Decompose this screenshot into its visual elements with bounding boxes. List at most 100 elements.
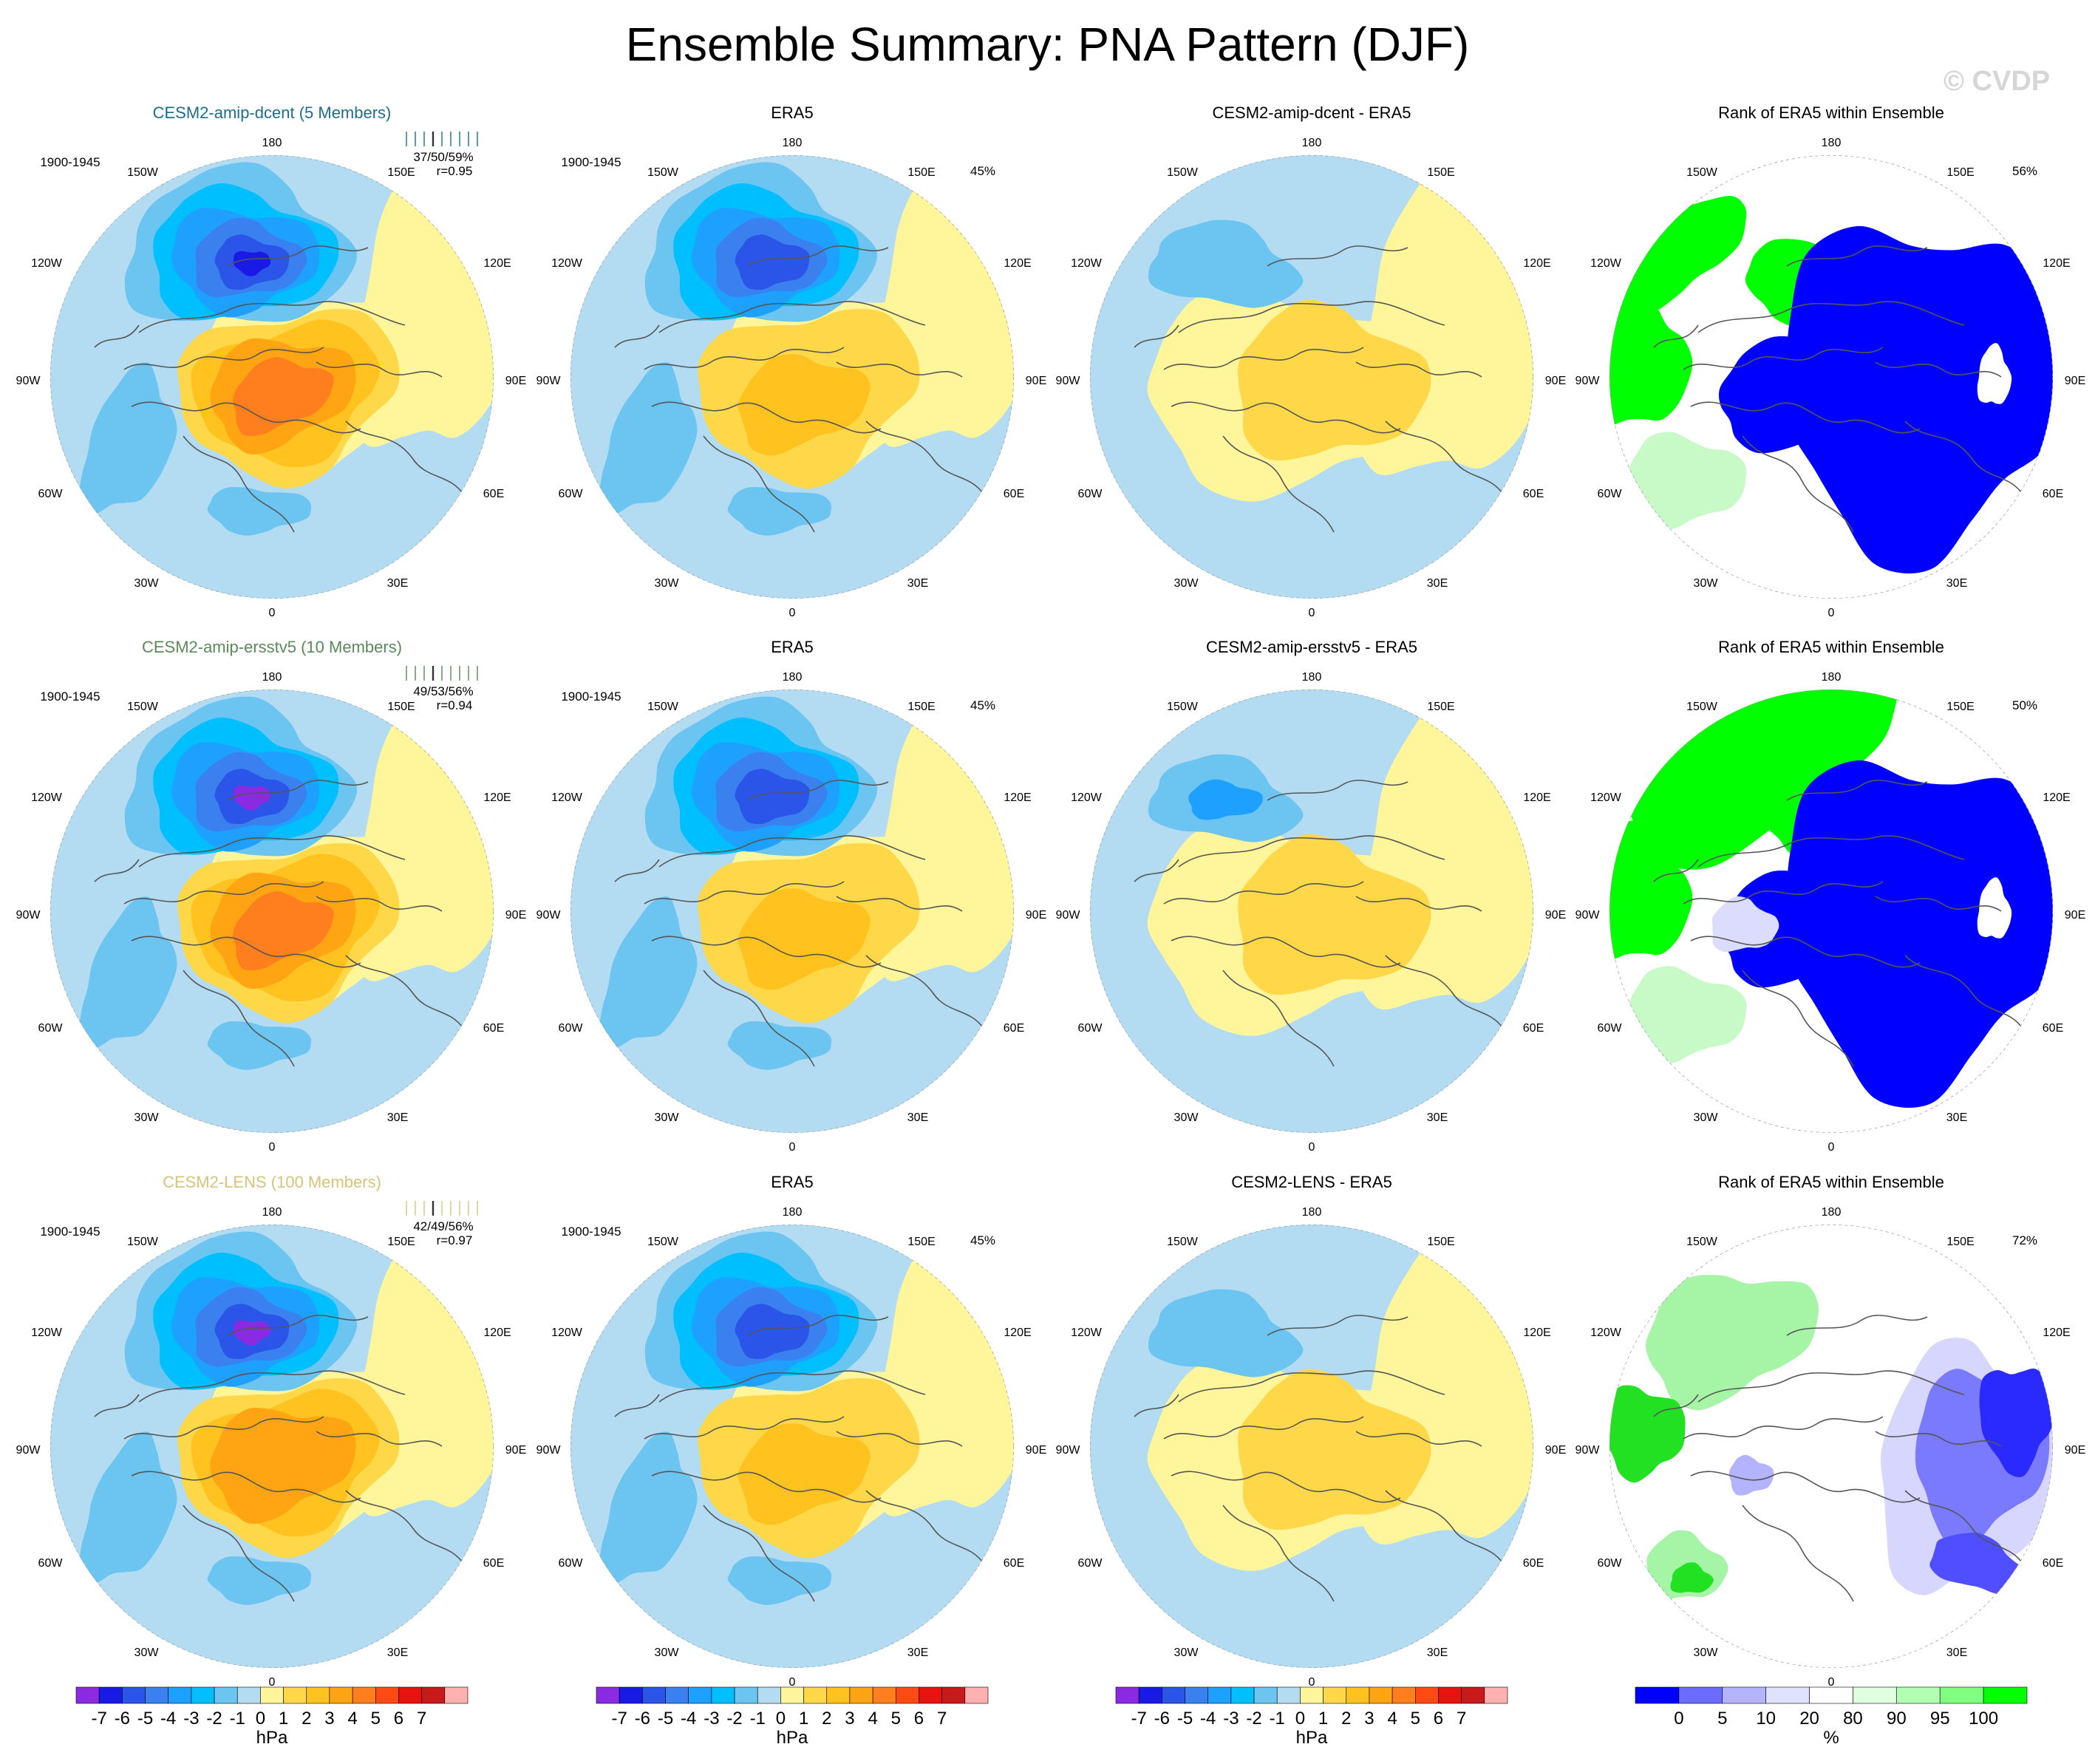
meridian-label: 150E [1946, 166, 1974, 179]
meridian-label: 120W [1071, 257, 1103, 270]
model-panel-title: CESM2-amip-ersstv5 (10 Members) [142, 638, 402, 656]
meridian-label: 0 [1309, 1676, 1315, 1689]
meridian-label: 60E [1523, 488, 1544, 500]
map-panel [50, 1225, 494, 1668]
colorbar-tick-label: -6 [115, 1709, 130, 1729]
coastline [1134, 324, 1179, 348]
colorbar-tick-label: -4 [681, 1709, 696, 1729]
difference-panel-title: CESM2-amip-ersstv5 - ERA5 [1206, 638, 1417, 656]
map-panel [1609, 155, 2053, 599]
colorbar-tick-label: 7 [1457, 1709, 1466, 1729]
meridian-label: 150W [647, 1236, 679, 1248]
meridian-label: 120W [1590, 1327, 1622, 1339]
coastline [227, 780, 369, 801]
rank-colorbar-tick-label: 80 [1843, 1709, 1863, 1729]
meridian-label: 90E [505, 375, 526, 387]
coastline [1385, 420, 1505, 496]
colorbar-swatch [1414, 1686, 1439, 1704]
contour-region [233, 785, 271, 811]
contour-region [735, 1304, 810, 1360]
meridian-label: 180 [262, 671, 282, 684]
colorbar-unit-label: hPa [256, 1728, 288, 1748]
coastline [1163, 881, 1364, 905]
coastline [1171, 936, 1401, 968]
meridian-label: 180 [783, 137, 803, 149]
coastline [1267, 780, 1408, 801]
coastline [1134, 1394, 1179, 1417]
coastline [644, 347, 845, 370]
colorbar-tick-label: -3 [1223, 1709, 1239, 1729]
coastline [1904, 1490, 2024, 1565]
coastline [1222, 435, 1335, 533]
colorbar-swatch [1438, 1686, 1462, 1704]
meridian-label: 60E [483, 1557, 504, 1570]
model-pattern-stats: 37/50/59% [413, 150, 473, 164]
coastline [1222, 1505, 1335, 1602]
colorbar-tick-label: -7 [92, 1709, 107, 1729]
coastline [345, 420, 465, 496]
colorbar-swatch [421, 1686, 446, 1704]
meridian-label: 120E [1523, 257, 1550, 270]
meridian-label: 150W [1686, 166, 1718, 179]
meridian-label: 60E [483, 1022, 504, 1035]
colorbar-tick-label: 0 [1295, 1709, 1305, 1729]
colorbar-swatch [1323, 1686, 1347, 1704]
coastline [183, 1505, 295, 1602]
contour-region [233, 251, 271, 276]
meridian-label: 0 [1309, 1141, 1315, 1154]
contour-region [1626, 432, 1747, 530]
coastline [1904, 955, 2024, 1030]
model-pattern-correlation: r=0.94 [437, 698, 473, 712]
colorbar-swatch [734, 1686, 758, 1704]
contour-region [233, 1320, 271, 1346]
meridian-label: 90W [16, 375, 41, 387]
colorbar-swatch [803, 1686, 828, 1704]
rank-colorbar-tick-label: 100 [1969, 1709, 1998, 1729]
meridian-label: 60E [1523, 1557, 1544, 1570]
meridian-label: 90W [16, 909, 41, 922]
colorbar-swatch [688, 1686, 712, 1704]
colorbar-tick-label: -2 [726, 1709, 742, 1729]
colorbar-swatch [214, 1686, 238, 1704]
meridian-label: 90E [505, 1444, 526, 1457]
meridian-label: 30W [1694, 577, 1719, 590]
coastline [1786, 1315, 1928, 1336]
coastline [1178, 301, 1445, 333]
colorbar-swatch [1276, 1686, 1301, 1704]
colorbar-tick-label: -3 [704, 1709, 719, 1729]
colorbar-tick-label: 7 [937, 1709, 947, 1729]
coastline [1134, 859, 1179, 882]
meridian-label: 30W [134, 577, 160, 590]
coastline [1267, 1315, 1408, 1336]
meridian-label: 120W [1071, 791, 1103, 804]
colorbar-tick-label: -7 [612, 1709, 627, 1729]
coastline [1653, 859, 1699, 882]
meridian-label: 120E [1004, 791, 1031, 804]
colorbar-swatch [596, 1686, 620, 1704]
coastline [703, 1505, 815, 1602]
colorbar-swatch [665, 1686, 689, 1704]
meridian-label: 30W [134, 1111, 160, 1124]
meridian-label: 90E [505, 909, 526, 922]
meridian-label: 30W [1694, 1646, 1719, 1659]
meridian-label: 120E [2043, 1327, 2070, 1339]
coastline [1355, 361, 1482, 378]
coastline [227, 245, 369, 267]
coastline [1690, 1471, 1921, 1503]
coastline [1355, 896, 1482, 912]
meridian-label: 30E [1427, 1646, 1448, 1659]
colorbar-tick-label: 4 [347, 1709, 357, 1729]
colorbar-swatch [352, 1686, 376, 1704]
coastline [1385, 955, 1505, 1030]
rank-colorbar-tick-label: 10 [1756, 1709, 1776, 1729]
meridian-label: 150W [647, 166, 679, 179]
colorbar-swatch [1346, 1686, 1370, 1704]
meridian-label: 180 [1822, 137, 1842, 149]
map-panel [50, 155, 494, 599]
coastline [614, 859, 660, 882]
colorbar-tick-label: 4 [1387, 1709, 1397, 1729]
meridian-label: 30W [1174, 577, 1199, 590]
meridian-label: 180 [1822, 1206, 1842, 1219]
meridian-label: 30E [907, 1646, 928, 1659]
colorbar-unit-label: hPa [1296, 1728, 1328, 1748]
